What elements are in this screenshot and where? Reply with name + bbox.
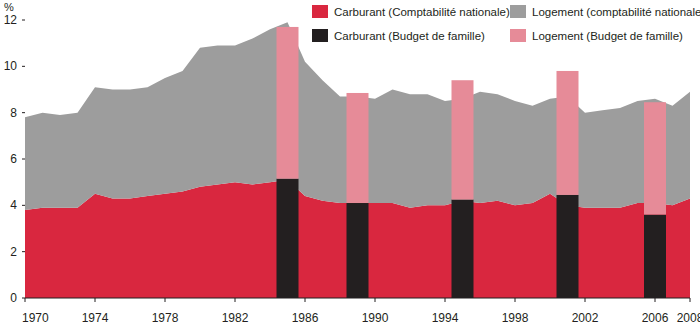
- x-tick: [585, 298, 586, 302]
- legend-label: Carburant (Comptabilité nationale): [334, 6, 510, 18]
- x-tick-label: 1990: [362, 311, 389, 325]
- bar: [277, 179, 299, 298]
- y-tick-label: 6: [10, 152, 17, 166]
- x-tick-label: 1970: [22, 311, 49, 325]
- x-tick-label: 1994: [432, 311, 459, 325]
- bar: [277, 27, 299, 179]
- chart: 1970 1974 1978 1982 1986 1990 1994 1998 2002 2006…: [0, 0, 700, 331]
- x-tick: [95, 298, 96, 302]
- bar: [644, 215, 666, 298]
- y-tick-label: 10: [4, 59, 18, 73]
- y-tick: [22, 159, 25, 160]
- legend-label: Carburant (Budget de famille): [334, 30, 485, 42]
- y-tick: [22, 251, 25, 252]
- x-tick: [515, 298, 516, 302]
- x-tick: [445, 298, 446, 302]
- y-tick: [22, 20, 25, 21]
- x-tick-label: 2002: [572, 311, 599, 325]
- bar: [347, 93, 369, 203]
- y-tick-label: 12: [4, 13, 18, 27]
- x-tick-label: 1986: [292, 311, 319, 325]
- x-tick-label: 1998: [502, 311, 529, 325]
- x-axis-line: [25, 298, 690, 299]
- x-tick-label: 1978: [152, 311, 179, 325]
- legend: Carburant (Comptabilité nationale) Logeme…: [312, 5, 700, 42]
- y-tick: [22, 205, 25, 206]
- x-tick: [690, 298, 691, 302]
- x-tick: [655, 298, 656, 302]
- legend-label: Logement (comptabilité nationale): [532, 6, 700, 18]
- plot-area: [25, 22, 690, 298]
- legend-swatch: [312, 29, 328, 42]
- y-axis-label: %: [4, 1, 14, 13]
- x-tick: [305, 298, 306, 302]
- area: [25, 22, 690, 210]
- y-tick: [22, 298, 25, 299]
- x-tick-label: 1982: [222, 311, 249, 325]
- bar: [644, 102, 666, 214]
- legend-swatch: [510, 29, 526, 42]
- legend-swatch: [312, 5, 328, 18]
- x-tick: [235, 298, 236, 302]
- bar: [452, 80, 474, 199]
- legend-label: Logement (Budget de famille): [532, 30, 683, 42]
- x-tick: [165, 298, 166, 302]
- x-tick: [375, 298, 376, 302]
- y-tick: [22, 66, 25, 67]
- y-tick-label: 2: [10, 245, 17, 259]
- bar: [557, 195, 579, 298]
- x-tick-label: 2008: [677, 311, 700, 325]
- bar: [347, 203, 369, 298]
- x-tick: [25, 298, 26, 302]
- y-tick-label: 8: [10, 106, 17, 120]
- x-tick-label: 2006: [642, 311, 669, 325]
- legend-swatch: [510, 5, 526, 18]
- bar: [557, 71, 579, 195]
- bar: [452, 200, 474, 298]
- y-tick: [22, 112, 25, 113]
- y-tick-label: 4: [10, 198, 17, 212]
- x-tick-label: 1974: [82, 311, 109, 325]
- y-tick-label: 0: [10, 291, 17, 305]
